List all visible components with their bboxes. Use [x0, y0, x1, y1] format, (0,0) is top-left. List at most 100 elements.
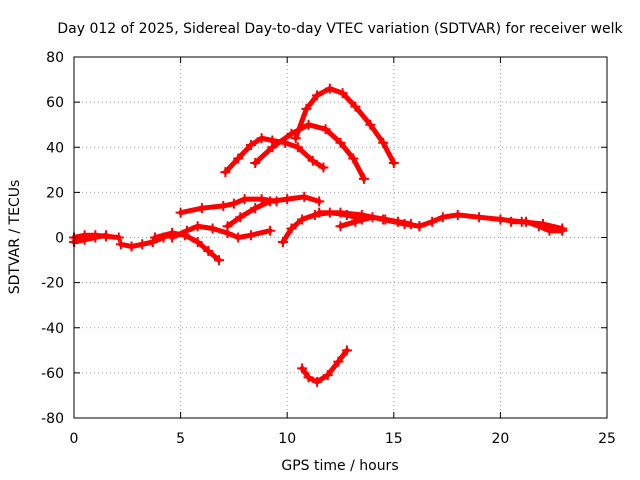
data-point [312, 90, 323, 101]
data-point [348, 153, 359, 164]
data-point [520, 216, 531, 227]
data-point [233, 153, 244, 164]
data-point [341, 345, 352, 356]
data-point [474, 212, 485, 223]
data-point [312, 376, 323, 387]
data-point [297, 214, 308, 225]
data-point [277, 237, 288, 248]
data-point [175, 207, 186, 218]
data-point [90, 232, 101, 243]
x-tick-label: 5 [176, 431, 185, 447]
y-axis-label: SDTVAR / TECUs [7, 180, 23, 295]
data-point [213, 255, 224, 266]
data-point [181, 225, 192, 236]
chart-title: Day 012 of 2025, Sidereal Day-to-day VTE… [57, 21, 623, 37]
data-point [233, 232, 244, 243]
x-axis-label: GPS time / hours [281, 458, 398, 474]
y-tick-label: 60 [46, 95, 64, 111]
data-point [115, 239, 126, 250]
y-tick-label: 40 [46, 140, 64, 156]
data-point [307, 155, 318, 166]
data-point [506, 216, 517, 227]
data-point [301, 103, 312, 114]
data-point [495, 214, 506, 225]
series-trace-9 [252, 122, 367, 182]
data-point [333, 356, 344, 367]
data-point [324, 83, 335, 94]
data-point [228, 198, 239, 209]
data-point [292, 142, 303, 153]
data-point [388, 158, 399, 169]
data-point [113, 232, 124, 243]
data-point [322, 370, 333, 381]
data-point [150, 232, 161, 243]
data-point [100, 230, 111, 241]
axis-ticks: 0 5 10 15 20 25 -80 -60 -40 -20 0 20 40 60 80 [41, 50, 616, 447]
data-point [350, 216, 361, 227]
data-point [303, 372, 314, 383]
data-point [203, 246, 214, 257]
data-point [265, 225, 276, 236]
data-point [350, 101, 361, 112]
data-point [314, 207, 325, 218]
data-point [378, 137, 389, 148]
data-point [218, 200, 229, 211]
data-point [250, 203, 261, 214]
data-point [239, 194, 250, 205]
data-point [356, 209, 367, 220]
data-point [192, 221, 203, 232]
data-point [245, 230, 256, 241]
data-point [297, 363, 308, 374]
y-tick-label: 0 [55, 231, 64, 247]
data-point [544, 225, 555, 236]
data-point [222, 221, 233, 232]
data-point [399, 218, 410, 229]
data-point [79, 234, 90, 245]
y-tick-label: 20 [46, 185, 64, 201]
data-point [335, 207, 346, 218]
x-tick-label: 10 [278, 431, 296, 447]
data-point [427, 216, 438, 227]
data-point [303, 119, 314, 130]
data-point [256, 194, 267, 205]
data-point [337, 88, 348, 99]
data-point [286, 223, 297, 234]
x-tick-label: 25 [598, 431, 616, 447]
data-point [378, 214, 389, 225]
data-point [235, 212, 246, 223]
y-tick-label: 80 [46, 50, 64, 66]
data-point [265, 196, 276, 207]
x-tick-label: 0 [70, 431, 79, 447]
data-point [256, 133, 267, 144]
data-point [167, 232, 178, 243]
data-point [365, 119, 376, 130]
x-tick-label: 20 [491, 431, 509, 447]
data-point [318, 162, 329, 173]
data-point [557, 225, 568, 236]
data-point [245, 139, 256, 150]
data-point [335, 221, 346, 232]
data-point [335, 137, 346, 148]
data-point [282, 194, 293, 205]
data-point [437, 212, 448, 223]
data-point [314, 196, 325, 207]
data-point [299, 191, 310, 202]
data-point [414, 221, 425, 232]
data-series [69, 83, 568, 387]
data-point [452, 209, 463, 220]
data-point [126, 241, 137, 252]
x-tick-label: 15 [385, 431, 403, 447]
y-tick-label: -60 [41, 366, 64, 382]
data-point [137, 239, 148, 250]
y-tick-label: -40 [41, 321, 64, 337]
y-tick-label: -20 [41, 276, 64, 292]
data-point [320, 124, 331, 135]
data-point [207, 223, 218, 234]
data-point [267, 142, 278, 153]
data-point [220, 167, 231, 178]
series-trace-2 [71, 232, 109, 245]
data-point [358, 173, 369, 184]
data-point [290, 133, 301, 144]
data-point [196, 203, 207, 214]
